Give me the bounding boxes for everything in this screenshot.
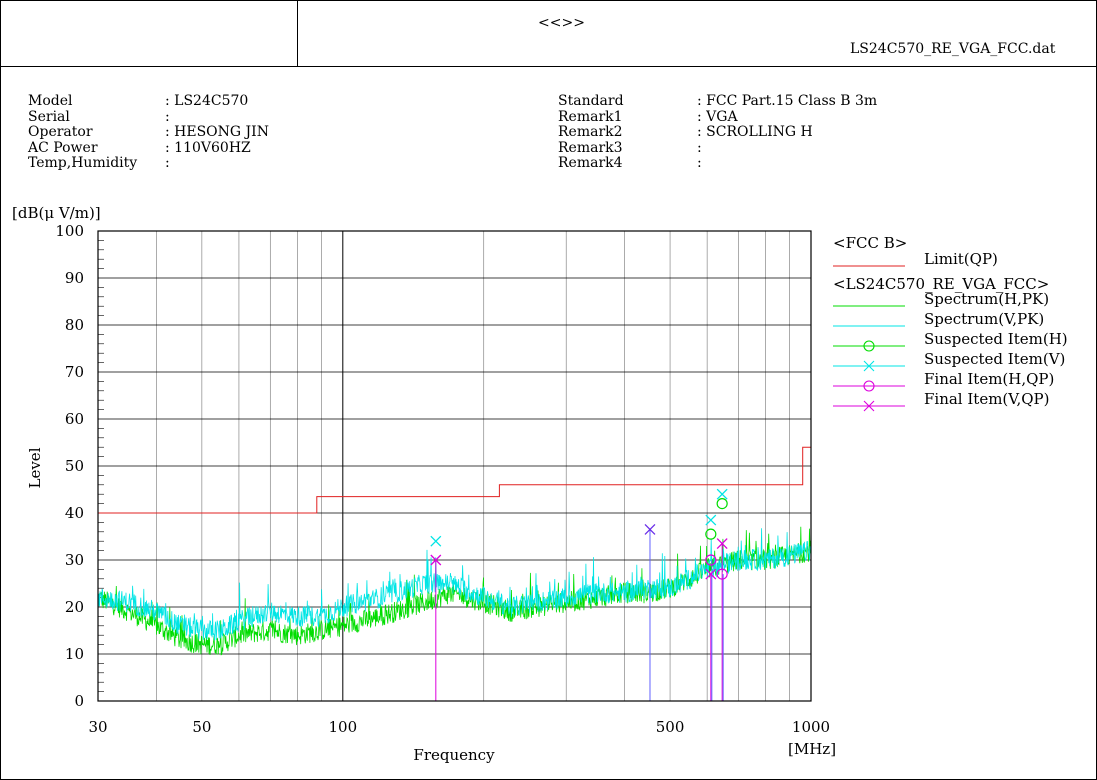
final-v-qp-point [705, 568, 717, 580]
legend-group-fcc: <FCC B> [833, 234, 907, 252]
info-value: : VGA [697, 108, 738, 125]
y-tick-label: 20 [65, 598, 84, 616]
y-axis-label: Level [26, 447, 44, 488]
legend-circle-marker [863, 340, 875, 352]
y-tick-label: 10 [65, 645, 84, 663]
legend-label: Spectrum(H,PK) [924, 290, 1049, 308]
x-tick-label: 30 [88, 718, 107, 736]
final-v-qp-point [716, 538, 728, 550]
chart-series [97, 446, 812, 656]
info-label: Temp,Humidity [28, 155, 138, 171]
final-h-qp-point [716, 568, 728, 580]
y-tick-label: 50 [65, 457, 84, 475]
info-value: : [697, 139, 702, 156]
file-name: LS24C570_RE_VGA_FCC.dat [850, 41, 1056, 57]
y-tick-label: 60 [65, 410, 84, 428]
x-tick-label: 500 [656, 718, 685, 736]
legend-label: Final Item(H,QP) [924, 370, 1054, 388]
legend-label: Final Item(V,QP) [924, 390, 1050, 408]
y-tick-label: 100 [55, 222, 84, 240]
info-label: Remark4 [558, 155, 623, 171]
header-divider [297, 66, 1097, 67]
info-value: : FCC Part.15 Class B 3m [697, 93, 878, 109]
info-label: Remark3 [558, 139, 623, 156]
info-label: Remark2 [558, 124, 623, 140]
legend-label: Suspected Item(H) [924, 330, 1068, 348]
chart-axes: 0 10 20 30 40 50 60 70 80 90 100 30 50 100 500 1000 [55, 222, 830, 736]
suspected-h-point [716, 498, 728, 510]
suspected-v-point [705, 514, 717, 526]
limit-qp-line [98, 446, 811, 514]
info-label: AC Power [28, 139, 98, 156]
spectrum-h-pk-line [97, 526, 812, 656]
legend-label: Suspected Item(V) [924, 350, 1065, 368]
info-label: Operator [28, 124, 93, 140]
y-tick-label: 70 [65, 363, 84, 381]
spectrum-v-pk-line [97, 528, 812, 641]
y-tick-label: 90 [65, 269, 84, 287]
suspected-v-point [716, 488, 728, 500]
legend-group-file: <LS24C570_RE_VGA_FCC> [833, 275, 1049, 293]
legend-label: Limit(QP) [924, 250, 998, 268]
info-value: : [165, 155, 170, 171]
info-value: : [697, 155, 702, 171]
header-logo-box [0, 0, 298, 67]
chart-legend: <FCC B>Limit(QP)<LS24C570_RE_VGA_FCC>Spe… [833, 234, 1068, 412]
info-value: : SCROLLING H [697, 124, 813, 140]
y-tick-label: 80 [65, 316, 84, 334]
info-value: : HESONG JIN [165, 124, 269, 140]
info-value: : 110V60HZ [165, 139, 251, 156]
y-axis-unit: [dB(μ V/m)] [12, 204, 101, 222]
x-axis-unit: [MHz] [788, 740, 836, 758]
legend-cross-marker [863, 360, 875, 372]
info-label: Remark1 [558, 108, 623, 125]
final-v-qp-point [430, 554, 442, 566]
x-tick-label: 50 [192, 718, 211, 736]
info-value: : LS24C570 [165, 93, 249, 109]
plot-area-border [97, 230, 812, 702]
chart-markers [430, 488, 728, 701]
info-label: Model [28, 93, 73, 109]
legend-cross-marker [863, 400, 875, 412]
y-tick-label: 40 [65, 504, 84, 522]
info-label: Serial [28, 108, 70, 125]
y-tick-label: 0 [74, 692, 84, 710]
suspected-v-point [430, 535, 442, 547]
x-tick-label: 100 [328, 718, 357, 736]
x-axis-label: Frequency [413, 746, 495, 764]
legend-label: Spectrum(V,PK) [924, 310, 1044, 328]
legend-circle-marker [863, 380, 875, 392]
final-h-qp-point [705, 554, 717, 566]
x-tick-label: 1000 [792, 718, 830, 736]
suspected-h-point [705, 528, 717, 540]
header-center-mark: <<>> [538, 15, 585, 31]
info-value: : [165, 108, 170, 125]
info-label: Standard [558, 93, 624, 109]
y-tick-label: 30 [65, 551, 84, 569]
final-v-qp-point [644, 523, 656, 535]
